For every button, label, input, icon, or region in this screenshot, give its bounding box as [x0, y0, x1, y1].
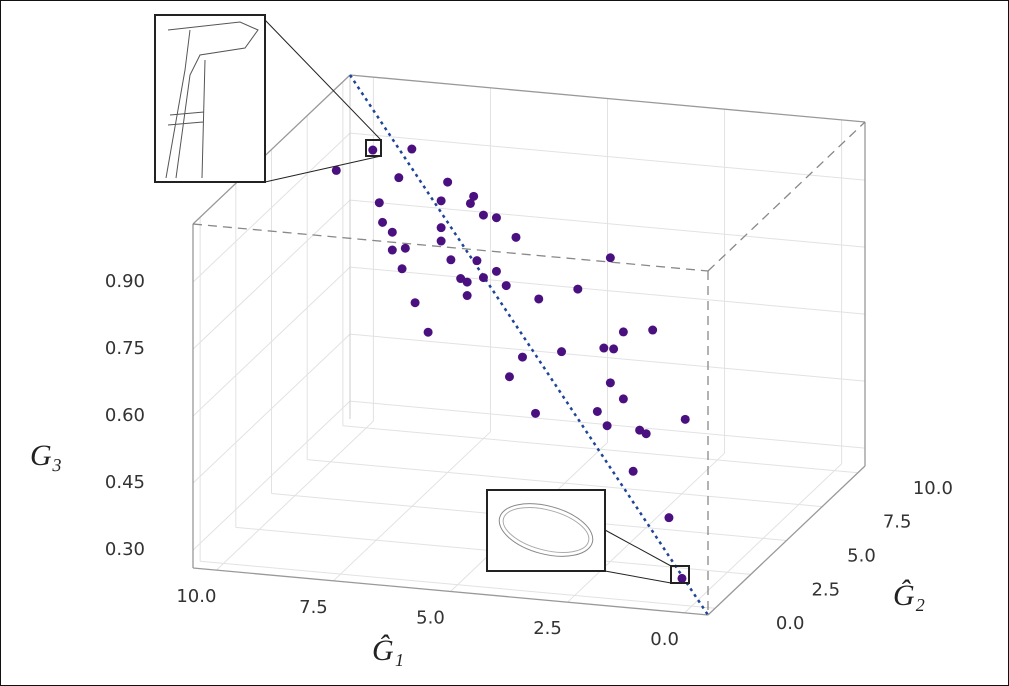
points [331, 144, 690, 583]
point [641, 429, 651, 439]
point [407, 144, 417, 154]
grid-line [192, 400, 351, 551]
x-tick-label: 7.5 [299, 597, 328, 618]
point [618, 327, 628, 337]
x-tick-label: 10.0 [176, 586, 216, 607]
point [531, 408, 541, 418]
point [462, 291, 472, 301]
point [331, 165, 341, 175]
z-tick-label: 0.45 [105, 472, 145, 493]
y-tick-label: 10.0 [913, 478, 953, 499]
grid-line [192, 132, 351, 283]
x-tick-label: 0.0 [650, 629, 679, 650]
point [605, 253, 615, 263]
box-edge [707, 121, 866, 272]
point [491, 266, 501, 276]
point [478, 273, 488, 283]
point [605, 378, 615, 388]
y-axis-label: Ĝ₂ [893, 579, 925, 612]
point [423, 327, 433, 337]
point [648, 325, 658, 335]
box-edge [349, 74, 866, 123]
point [436, 236, 446, 246]
y-tick-label: 0.0 [776, 613, 805, 634]
point [462, 277, 472, 287]
grid-line [192, 333, 351, 484]
z-axis-label: G₃ [30, 439, 62, 472]
point [387, 245, 397, 255]
point [472, 256, 482, 266]
z-tick-label: 0.90 [105, 271, 145, 292]
y-tick-label: 5.0 [847, 546, 876, 567]
grid-line [349, 333, 866, 382]
inset-top [154, 14, 382, 183]
grid-line [307, 459, 823, 508]
point [397, 264, 407, 274]
point [491, 213, 501, 223]
box-edge [707, 465, 866, 616]
point [469, 191, 479, 201]
z-tick-label: 0.30 [105, 539, 145, 560]
box-edge [192, 567, 709, 616]
y-tick-label: 7.5 [883, 512, 912, 533]
box-edge [192, 74, 351, 225]
point [504, 372, 514, 382]
point [400, 243, 410, 253]
point [599, 343, 609, 353]
point [592, 406, 602, 416]
box-edge [192, 223, 709, 272]
x-tick-label: 5.0 [416, 608, 445, 629]
point [374, 198, 384, 208]
z-tick-label: 0.60 [105, 405, 145, 426]
point [394, 173, 404, 183]
point [446, 255, 456, 265]
point [410, 298, 420, 308]
point [602, 421, 612, 431]
point [378, 217, 388, 227]
grid-line [192, 266, 351, 417]
x-tick-label: 2.5 [533, 618, 562, 639]
point [436, 196, 446, 206]
point [677, 573, 687, 583]
grid-line [342, 425, 858, 474]
point [664, 513, 674, 523]
point [368, 145, 378, 155]
point [478, 210, 488, 220]
grid-line [349, 266, 866, 315]
z-tick-label: 0.75 [105, 338, 145, 359]
point [534, 294, 544, 304]
point [517, 352, 527, 362]
point [609, 344, 619, 354]
point [628, 466, 638, 476]
point [465, 198, 475, 208]
grid-line [192, 199, 351, 350]
point [387, 227, 397, 237]
point [618, 394, 628, 404]
grid-line [200, 560, 716, 609]
point [436, 223, 446, 233]
grid-line [349, 199, 866, 248]
grid-line [349, 132, 866, 181]
inset-bottom [486, 489, 690, 584]
point [511, 232, 521, 242]
point [443, 177, 453, 187]
point [680, 414, 690, 424]
point [501, 281, 511, 291]
diagonal [348, 74, 710, 616]
x-axis-label: Ĝ₁ [372, 634, 404, 667]
y-tick-label: 2.5 [811, 579, 840, 600]
point [573, 284, 583, 294]
point [557, 347, 567, 357]
